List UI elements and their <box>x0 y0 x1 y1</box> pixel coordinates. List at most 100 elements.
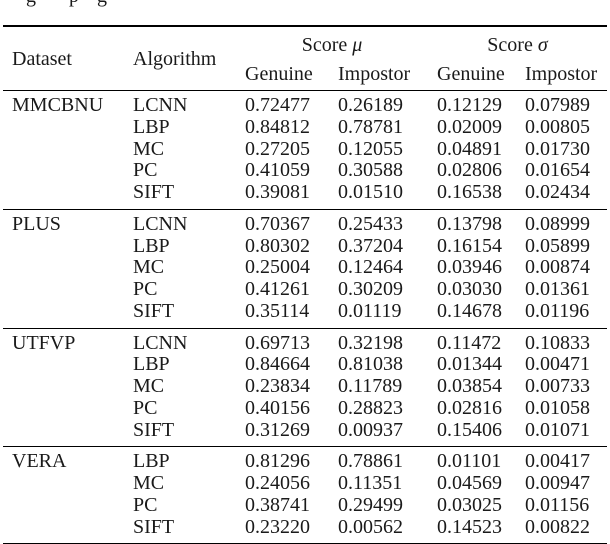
algorithm-cell: SIFT <box>133 300 175 322</box>
table-row: PC 0.40156 0.28823 0.02816 0.01058 <box>3 398 607 420</box>
algorithm-cell: LCNN <box>133 94 188 116</box>
table-header: Dataset Algorithm Score μ Score σ Genuin… <box>3 26 608 91</box>
header-sigma-genuine: Genuine <box>437 63 505 85</box>
algorithm-cell: LBP <box>133 450 170 473</box>
mu-impostor-cell: 0.00937 <box>338 419 403 441</box>
mu-genuine-cell: 0.27205 <box>245 138 310 160</box>
mu-impostor-cell: 0.78861 <box>338 450 403 473</box>
dataset-cell <box>3 301 124 328</box>
dataset-cell <box>3 257 124 279</box>
sigma-impostor-cell: 0.00733 <box>525 376 590 397</box>
clipped-letter: p <box>69 0 79 6</box>
mu-genuine-cell: 0.39081 <box>245 182 310 203</box>
sigma-impostor-cell: 0.01730 <box>525 138 590 160</box>
clipped-letter: g <box>26 0 36 6</box>
mu-impostor-cell: 0.26189 <box>338 94 403 116</box>
sigma-genuine-cell: 0.14523 <box>437 516 502 538</box>
dataset-cell <box>3 236 124 258</box>
sigma-impostor-cell: 0.01361 <box>525 279 590 300</box>
sigma-impostor-cell: 0.00417 <box>525 450 590 473</box>
sigma-symbol: σ <box>537 34 548 56</box>
sigma-impostor-cell: 0.00471 <box>525 354 590 376</box>
header-score-mu: Score μ <box>236 26 428 55</box>
mu-genuine-cell: 0.80302 <box>245 235 310 257</box>
table-row: PC 0.41261 0.30209 0.03030 0.01361 <box>3 279 607 301</box>
dataset-cell <box>3 420 124 447</box>
header-dataset: Dataset <box>12 47 72 70</box>
sigma-impostor-cell: 0.01654 <box>525 160 590 182</box>
table-row: MC 0.24056 0.11351 0.04569 0.00947 <box>3 473 607 495</box>
sigma-genuine-cell: 0.01344 <box>437 354 502 376</box>
dataset-cell <box>3 473 124 495</box>
sigma-impostor-cell: 0.00822 <box>525 516 590 538</box>
mu-impostor-cell: 0.29499 <box>338 494 403 516</box>
sigma-genuine-cell: 0.16154 <box>437 235 502 257</box>
table-row: MC 0.23834 0.11789 0.03854 0.00733 <box>3 376 607 398</box>
table-row: SIFT 0.39081 0.01510 0.16538 0.02434 <box>3 182 607 209</box>
header-algorithm: Algorithm <box>133 47 217 70</box>
sigma-genuine-cell: 0.15406 <box>437 419 502 441</box>
table-row: SIFT 0.35114 0.01119 0.14678 0.01196 <box>3 301 607 328</box>
mu-genuine-cell: 0.84812 <box>245 116 310 138</box>
table-row: LBP 0.80302 0.37204 0.16154 0.05899 <box>3 236 607 258</box>
sigma-genuine-cell: 0.04569 <box>437 473 502 494</box>
sigma-impostor-cell: 0.08999 <box>525 212 590 235</box>
sigma-impostor-cell: 0.10833 <box>525 331 590 354</box>
mu-impostor-cell: 0.37204 <box>338 235 403 257</box>
mu-genuine-cell: 0.41059 <box>245 160 310 182</box>
mu-genuine-cell: 0.81296 <box>245 450 310 473</box>
mu-genuine-cell: 0.31269 <box>245 419 310 441</box>
algorithm-cell: LCNN <box>133 331 188 354</box>
sigma-impostor-cell: 0.00874 <box>525 257 590 279</box>
table-row: MC 0.25004 0.12464 0.03946 0.00874 <box>3 257 607 279</box>
sigma-genuine-cell: 0.03025 <box>437 494 502 516</box>
mu-genuine-cell: 0.38741 <box>245 494 310 516</box>
mu-impostor-cell: 0.11789 <box>338 376 403 397</box>
mu-genuine-cell: 0.70367 <box>245 212 310 235</box>
score-label: Score <box>487 34 533 56</box>
mu-genuine-cell: 0.41261 <box>245 279 310 300</box>
mu-impostor-cell: 0.28823 <box>338 397 403 419</box>
header-sigma-impostor: Impostor <box>525 63 598 85</box>
algorithm-cell: SIFT <box>133 182 175 203</box>
header-mu-impostor: Impostor <box>338 63 411 85</box>
mu-impostor-cell: 0.12055 <box>338 138 403 160</box>
dataset-cell: UTFVP <box>12 331 76 354</box>
mu-genuine-cell: 0.24056 <box>245 473 310 494</box>
sigma-impostor-cell: 0.01156 <box>525 494 590 516</box>
table-row: MC 0.27205 0.12055 0.04891 0.01730 <box>3 139 607 161</box>
dataset-cell: PLUS <box>12 212 61 235</box>
score-label: Score <box>301 34 348 56</box>
mu-symbol: μ <box>352 34 363 56</box>
dataset-cell <box>3 376 124 398</box>
sigma-genuine-cell: 0.03946 <box>437 257 502 279</box>
sigma-genuine-cell: 0.12129 <box>437 94 502 116</box>
mu-impostor-cell: 0.01510 <box>338 182 403 203</box>
sigma-impostor-cell: 0.01196 <box>525 300 590 322</box>
table-row: SIFT 0.23220 0.00562 0.14523 0.00822 <box>3 517 607 544</box>
sigma-genuine-cell: 0.03854 <box>437 376 502 397</box>
sigma-genuine-cell: 0.02009 <box>437 116 502 138</box>
dataset-group-mmcbnu: MMCBNU LCNN 0.72477 0.26189 0.12129 0.07989 LB… <box>3 90 608 210</box>
sigma-impostor-cell: 0.00805 <box>525 116 590 138</box>
mu-impostor-cell: 0.25433 <box>338 212 403 235</box>
dataset-cell <box>3 182 124 209</box>
table-row: UTFVP LCNN 0.69713 0.32198 0.11472 0.10833 <box>3 328 607 354</box>
mu-genuine-cell: 0.69713 <box>245 331 310 354</box>
header-mu-genuine: Genuine <box>245 63 313 85</box>
clipped-letter: g <box>97 0 107 6</box>
mu-genuine-cell: 0.35114 <box>245 300 310 322</box>
algorithm-cell: SIFT <box>133 516 175 538</box>
sigma-genuine-cell: 0.02816 <box>437 397 502 419</box>
algorithm-cell: SIFT <box>133 419 175 441</box>
table-row: SIFT 0.31269 0.00937 0.15406 0.01071 <box>3 420 607 447</box>
algorithm-cell: LBP <box>133 235 170 257</box>
sigma-genuine-cell: 0.03030 <box>437 279 502 300</box>
sigma-genuine-cell: 0.14678 <box>437 300 502 322</box>
sigma-impostor-cell: 0.05899 <box>525 235 590 257</box>
mu-impostor-cell: 0.11351 <box>338 473 403 494</box>
header-score-sigma: Score σ <box>428 26 607 55</box>
algorithm-cell: MC <box>133 138 165 160</box>
sigma-genuine-cell: 0.02806 <box>437 160 502 182</box>
